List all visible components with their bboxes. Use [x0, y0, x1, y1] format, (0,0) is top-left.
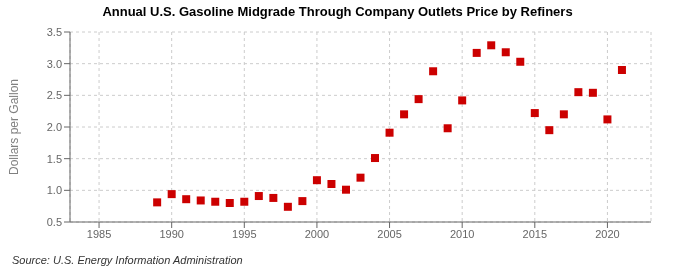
svg-text:1.0: 1.0: [47, 184, 62, 196]
html-text:Annual U.S. Gasoline Midgrade: Annual U.S. Gasoline Midgrade Through Co…: [102, 4, 573, 19]
svg-text:0.5: 0.5: [47, 216, 62, 228]
svg-text:2.5: 2.5: [47, 89, 62, 101]
svg-text:2005: 2005: [377, 228, 401, 240]
svg-text:1.5: 1.5: [47, 153, 62, 165]
svg-text:2000: 2000: [305, 228, 329, 240]
svg-text:Dollars per Gallon: Dollars per Gallon: [8, 79, 21, 175]
svg-text:2.0: 2.0: [47, 121, 62, 133]
svg-text:3.0: 3.0: [47, 58, 62, 70]
svg-text:2015: 2015: [523, 228, 547, 240]
svg-text:2020: 2020: [595, 228, 619, 240]
svg-text:1995: 1995: [232, 228, 256, 240]
svg-text:1985: 1985: [87, 228, 111, 240]
svg-text:3.5: 3.5: [47, 26, 62, 38]
html-text:Source: U.S. Energy Informatio: Source: U.S. Energy Information Administ…: [12, 254, 243, 266]
svg-text:2010: 2010: [450, 228, 474, 240]
svg-text:1990: 1990: [159, 228, 183, 240]
